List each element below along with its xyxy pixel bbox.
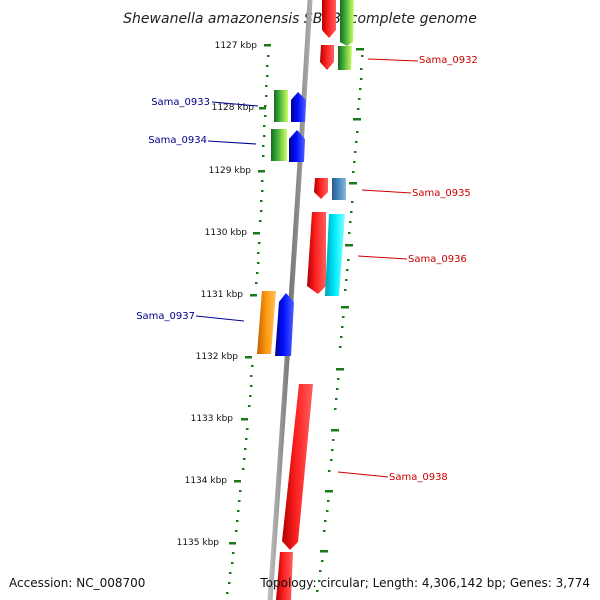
gene-sama-0938[interactable] [276, 384, 313, 600]
tick-marks-major [229, 44, 271, 545]
gene-label-sama-0938[interactable]: Sama_0938 [389, 472, 448, 483]
tick-label: 1135 kbp [177, 538, 220, 548]
gene-sama-0936[interactable] [307, 212, 345, 296]
gene-sama-0932[interactable] [320, 0, 354, 70]
gene-label-sama-0936[interactable]: Sama_0936 [408, 254, 467, 265]
gene-label-sama-0935[interactable]: Sama_0935 [412, 188, 471, 199]
gene-label-sama-0937[interactable]: Sama_0937 [136, 311, 195, 322]
tick-label: 1128 kbp [212, 103, 255, 113]
gene-sama-0934[interactable] [271, 129, 305, 162]
gene-label-sama-0932[interactable]: Sama_0932 [419, 55, 478, 66]
gene-sama-0933[interactable] [274, 90, 306, 122]
tick-label: 1130 kbp [205, 228, 248, 238]
genome-summary-text: Topology: circular; Length: 4,306,142 bp… [259, 576, 590, 590]
tick-label: 1127 kbp [215, 41, 258, 51]
gene-sama-0937[interactable] [257, 291, 294, 356]
accession-text: Accession: NC_008700 [9, 576, 145, 590]
tick-label: 1132 kbp [196, 352, 239, 362]
tick-label: 1133 kbp [191, 414, 234, 424]
tick-ring-inner [226, 55, 270, 594]
tick-label: 1129 kbp [209, 166, 252, 176]
tick-label: 1131 kbp [201, 290, 244, 300]
gene-sama-0935[interactable] [314, 178, 346, 200]
leader-lines [195, 58, 419, 478]
gene-label-sama-0933[interactable]: Sama_0933 [151, 97, 210, 108]
gene-label-sama-0934[interactable]: Sama_0934 [148, 135, 207, 146]
tick-label: 1134 kbp [185, 476, 228, 486]
tick-ring-outer [316, 48, 364, 592]
genome-title: Shewanella amazonensis SB2B, complete ge… [123, 11, 477, 27]
